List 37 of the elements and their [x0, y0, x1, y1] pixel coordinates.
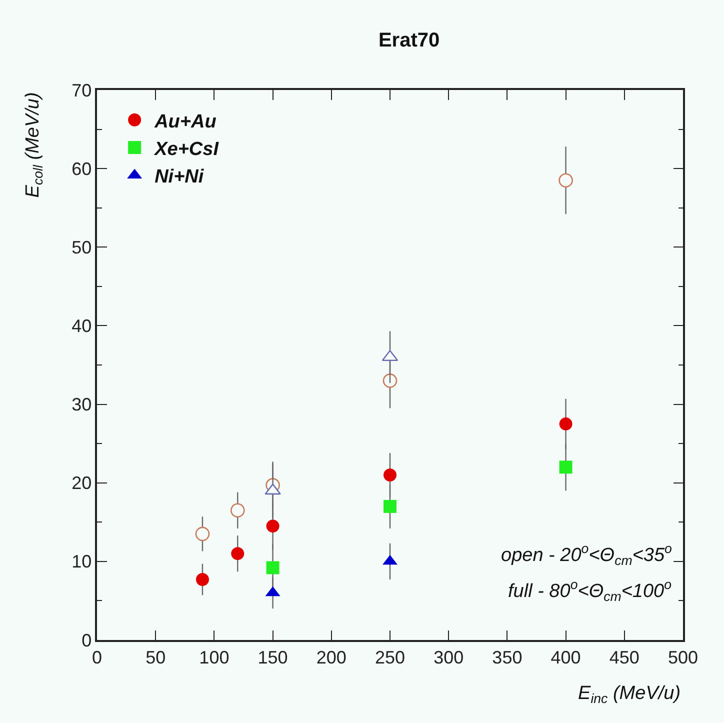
point	[231, 547, 244, 560]
y-tick-label: 40	[72, 316, 92, 336]
x-tick-label: 350	[492, 647, 522, 668]
y-tick-label: 30	[72, 394, 92, 415]
x-tick-label: 150	[258, 647, 288, 668]
point	[230, 503, 245, 518]
x-tick-label: 100	[199, 647, 230, 668]
x-tick-label: 50	[146, 647, 166, 668]
x-tick-label: 500	[668, 647, 698, 668]
point	[384, 468, 396, 482]
point	[266, 561, 280, 574]
point	[266, 520, 280, 533]
point	[382, 374, 398, 388]
y-tick-label: 60	[72, 158, 92, 179]
legend-label: Au+Au	[154, 111, 217, 132]
annotation: full - 80$^{o}$<Θ$_{cm}$<100$^{o}$	[508, 577, 672, 604]
legend-label: Ni+Ni	[154, 166, 204, 188]
x-tick-label: 450	[609, 647, 640, 668]
x-tick-label: 250	[374, 647, 406, 668]
point	[559, 460, 572, 474]
chart-title: Erat70	[378, 30, 440, 52]
point	[196, 573, 209, 586]
point	[195, 526, 210, 542]
point	[559, 417, 572, 430]
point	[384, 500, 396, 513]
legend-label: Xe+CsI	[154, 138, 220, 160]
point	[558, 173, 573, 188]
x-tick-label: 400	[550, 647, 581, 668]
x-axis-title: E$_{inc}$ (MeV/u)	[578, 683, 681, 706]
y-tick-label: 0	[82, 630, 92, 650]
x-tick-label: 200	[316, 647, 346, 668]
x-tick-label: 300	[434, 647, 464, 668]
annotation: open - 20$^{o}$<Θ$_{cm}$<35$^{o}$	[501, 541, 672, 568]
y-tick-label: 20	[72, 473, 92, 494]
y-tick-label: 10	[72, 552, 92, 572]
y-tick-label: 50	[72, 237, 92, 258]
y-tick-label: 70	[72, 80, 92, 100]
